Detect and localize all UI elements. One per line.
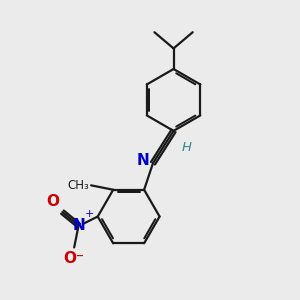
Text: N: N bbox=[72, 218, 85, 233]
Text: +: + bbox=[85, 209, 94, 219]
Text: CH₃: CH₃ bbox=[67, 179, 89, 192]
Text: O: O bbox=[46, 194, 59, 209]
Text: N: N bbox=[137, 153, 149, 168]
Text: O⁻: O⁻ bbox=[64, 251, 85, 266]
Text: H: H bbox=[182, 141, 192, 154]
